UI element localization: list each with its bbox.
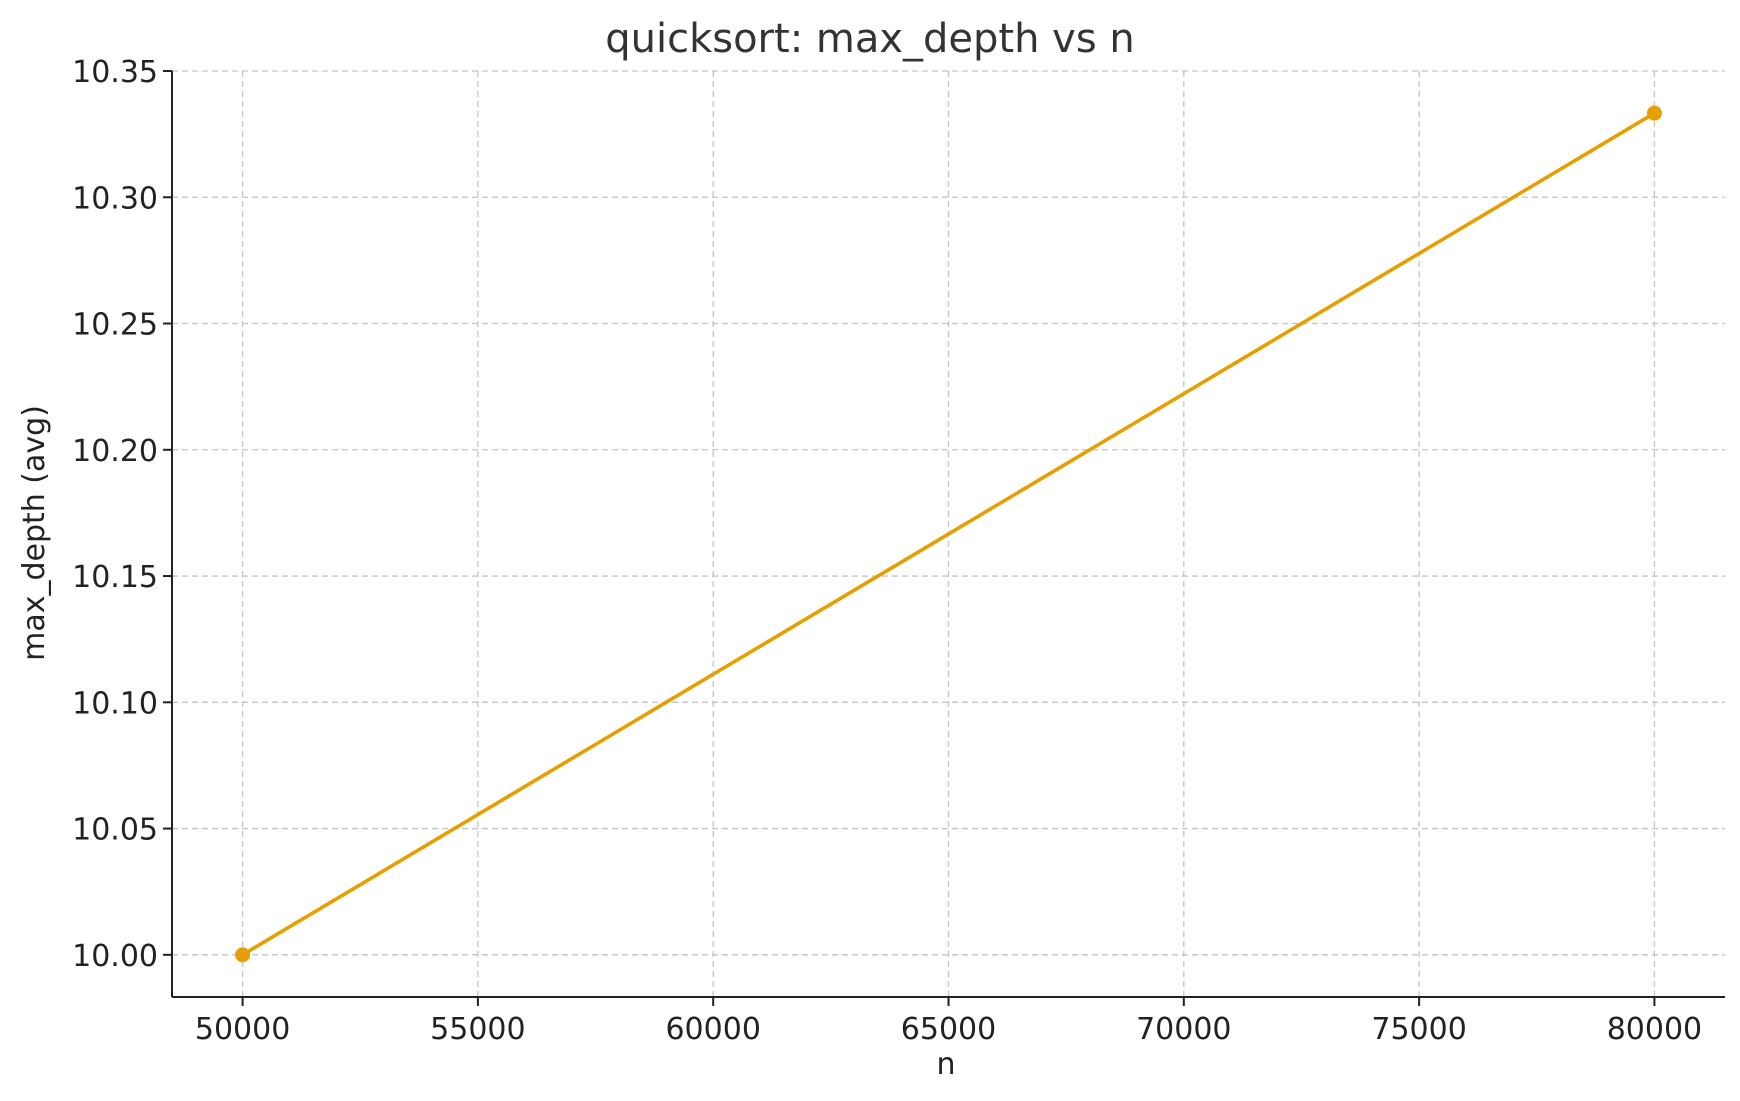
x-tick-label: 70000 [1136, 1012, 1231, 1047]
chart-title: quicksort: max_depth vs n [605, 16, 1135, 62]
y-tick-label: 10.35 [72, 55, 158, 90]
y-tick-label: 10.00 [72, 939, 158, 974]
y-tick-label: 10.10 [72, 686, 158, 721]
x-tick-label: 50000 [195, 1012, 290, 1047]
x-axis-label: n [936, 1047, 955, 1082]
x-tick-label: 80000 [1607, 1012, 1702, 1047]
data-point [235, 947, 251, 963]
y-axis-label: max_depth (avg) [17, 405, 52, 661]
data-point [1646, 105, 1662, 121]
x-tick-label: 60000 [665, 1012, 760, 1047]
x-tick-label: 75000 [1371, 1012, 1466, 1047]
ticks: 50000 55000 60000 65000 70000 75000 80000 10.00… [72, 55, 1702, 1047]
y-tick-label: 10.15 [72, 560, 158, 595]
grid [172, 70, 1725, 997]
y-tick-label: 10.05 [72, 813, 158, 848]
x-tick-label: 55000 [430, 1012, 525, 1047]
y-tick-label: 10.20 [72, 434, 158, 469]
x-tick-label: 65000 [901, 1012, 996, 1047]
series-line [240, 111, 1657, 957]
series-layer [235, 105, 1662, 963]
y-tick-label: 10.30 [72, 181, 158, 216]
y-tick-label: 10.25 [72, 308, 158, 343]
